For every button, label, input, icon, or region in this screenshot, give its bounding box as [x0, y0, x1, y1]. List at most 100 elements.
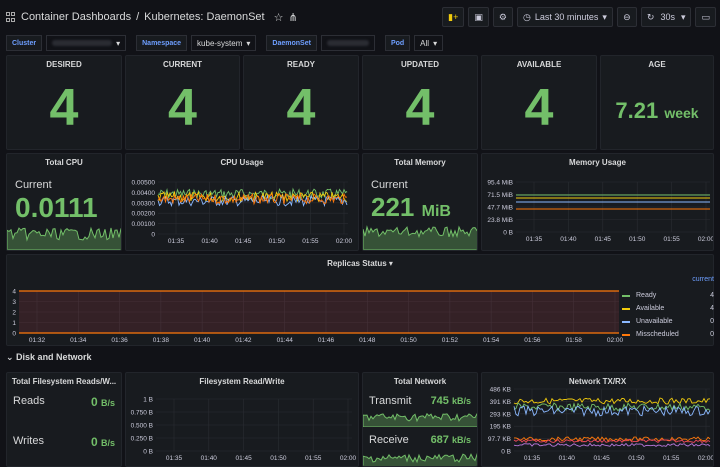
- pod-select[interactable]: All ▾: [414, 35, 444, 51]
- chevron-down-icon: ▾: [433, 38, 438, 48]
- panel-title: DESIRED: [46, 60, 82, 69]
- namespace-select[interactable]: kube-system ▾: [191, 35, 257, 51]
- legend-item[interactable]: Misscheduled 0: [622, 328, 714, 341]
- reads-display: 0 B/s: [91, 395, 115, 409]
- receive-label: Receive: [369, 434, 409, 446]
- chevron-down-icon: ▾: [246, 38, 251, 48]
- replicas-x-tick: 01:58: [566, 337, 583, 344]
- current-value: 4: [168, 79, 197, 137]
- legend-name: Unavailable: [636, 318, 673, 325]
- panel-title: UPDATED: [400, 60, 440, 69]
- total-memory-panel[interactable]: Total Memory Current 221 MiB: [362, 153, 478, 251]
- fs-x-tick: 01:55: [305, 455, 322, 462]
- panel-title: Total Network: [393, 377, 447, 386]
- total-network-panel[interactable]: Total Network Transmit 745 kB/s Receive …: [362, 372, 478, 467]
- breadcrumb-parent[interactable]: Container Dashboards: [21, 11, 132, 23]
- disk-network-row-header[interactable]: ⌄ Disk and Network: [6, 352, 92, 363]
- save-icon: ▣: [474, 11, 483, 22]
- clock-icon: ◷: [522, 11, 531, 22]
- legend-item[interactable]: Ready 4: [622, 289, 714, 302]
- network-series-line: [513, 397, 711, 405]
- fs-x-tick: 01:45: [235, 455, 252, 462]
- share-icon[interactable]: ⋔: [288, 11, 298, 24]
- legend-value: 4: [710, 292, 714, 299]
- daemonset-value-redacted: [326, 40, 369, 46]
- zoom-out-button[interactable]: ⊖: [616, 7, 637, 27]
- tv-mode-button[interactable]: ▭: [695, 7, 716, 27]
- monitor-icon: ▭: [701, 11, 710, 22]
- legend-item[interactable]: Unavailable 0: [622, 315, 714, 328]
- replicas-x-tick: 01:42: [235, 337, 252, 344]
- receive-display: 687 kB/s: [431, 434, 471, 446]
- replicas-x-tick: 02:00: [607, 337, 623, 344]
- total-memory-value: 221: [371, 192, 415, 222]
- age-unit: week: [664, 105, 699, 121]
- cpu-x-tick: 01:45: [235, 238, 252, 245]
- panel-title: Total CPU: [45, 158, 83, 167]
- network-txrx-panel[interactable]: Network TX/RX 486 KB 391 KB 293 KB 195 KB 97…: [481, 372, 714, 467]
- cpu-usage-panel[interactable]: CPU Usage 0.00500 0.00400 0.00300 0.00200 0.…: [125, 153, 359, 251]
- network-series-line: [513, 442, 711, 448]
- chevron-down-icon: ▾: [680, 11, 686, 22]
- daemonset-select[interactable]: [320, 35, 375, 51]
- zoom-out-icon: ⊖: [623, 11, 631, 22]
- replicas-status-panel[interactable]: Replicas Status ▾ 4 3 2 1 0 01:32 01:34 01:36 01…: [6, 254, 714, 346]
- add-panel-icon: ▮+: [448, 11, 459, 22]
- current-label: Current: [371, 179, 408, 191]
- chevron-down-icon: ⌄: [6, 352, 17, 362]
- breadcrumb-separator: /: [136, 11, 140, 23]
- net-x-tick: 02:00: [698, 455, 714, 462]
- cpu-y-tick: 0: [151, 232, 155, 239]
- fs-y-tick: 0 B: [143, 449, 153, 456]
- memory-usage-panel[interactable]: Memory Usage 95.4 MiB 71.5 MiB 47.7 MiB 23.…: [481, 153, 714, 251]
- total-cpu-panel[interactable]: Total CPU Current 0.0111: [6, 153, 122, 251]
- fs-read-write-panel[interactable]: Filesystem Read/Write 1 B 0.750 B 0.500 B 0…: [125, 372, 359, 467]
- net-x-tick: 01:50: [628, 455, 645, 462]
- writes-value: 0: [90, 435, 98, 449]
- updated-value: 4: [405, 79, 435, 137]
- legend-value: 0: [710, 331, 714, 338]
- updated-panel[interactable]: UPDATED 4: [362, 55, 478, 150]
- replicas-x-tick: 01:56: [524, 337, 541, 344]
- add-panel-button[interactable]: ▮+: [442, 7, 465, 27]
- transmit-unit: kB/s: [451, 396, 471, 406]
- reads-label: Reads: [13, 395, 45, 407]
- legend-item[interactable]: Available 4: [622, 302, 714, 315]
- save-button[interactable]: ▣: [468, 7, 489, 27]
- ready-panel[interactable]: READY 4: [243, 55, 359, 150]
- cluster-select[interactable]: ▾: [46, 35, 127, 51]
- replicas-x-tick: 01:54: [483, 337, 500, 344]
- dashboards-grid-icon[interactable]: [6, 12, 16, 22]
- fs-read-write-chart: 1 B 0.750 B 0.500 B 0.250 B 0 B 01:35 01:40 01:…: [131, 397, 357, 463]
- writes-unit: B/s: [100, 438, 115, 448]
- cluster-label: Cluster: [6, 35, 43, 51]
- star-icon[interactable]: ☆: [273, 11, 284, 24]
- net-x-tick: 01:45: [593, 455, 610, 462]
- page-title[interactable]: Kubernetes: DaemonSet: [144, 11, 265, 23]
- replicas-x-tick: 01:52: [442, 337, 459, 344]
- panel-title: Network TX/RX: [568, 377, 627, 386]
- cpu-series-line: [157, 192, 348, 206]
- replicas-x-tick: 01:40: [194, 337, 211, 344]
- refresh-button[interactable]: ↻ 30s ▾: [640, 7, 692, 27]
- panel-title: CPU Usage: [220, 158, 264, 167]
- transmit-value: 745: [430, 395, 449, 407]
- settings-button[interactable]: ⚙: [492, 7, 513, 27]
- legend-value: 0: [710, 318, 714, 325]
- chevron-down-icon: ▾: [116, 38, 121, 48]
- panel-title[interactable]: Replicas Status ▾: [7, 259, 713, 268]
- receive-value: 687: [430, 434, 449, 446]
- available-panel[interactable]: AVAILABLE 4: [481, 55, 597, 150]
- desired-panel[interactable]: DESIRED 4: [6, 55, 122, 150]
- age-panel[interactable]: AGE 7.21 week: [600, 55, 714, 150]
- cpu-x-tick: 01:35: [168, 238, 185, 245]
- memory-usage-chart: 95.4 MiB 71.5 MiB 47.7 MiB 23.8 MiB 0 B 01:35…: [487, 180, 713, 244]
- fs-x-tick: 01:40: [201, 455, 218, 462]
- current-panel[interactable]: CURRENT 4: [125, 55, 240, 150]
- time-picker[interactable]: ◷ Last 30 minutes ▾: [516, 7, 613, 27]
- cpu-sparkline: [7, 226, 121, 250]
- fs-x-tick: 02:00: [340, 455, 357, 462]
- fs-y-tick: 0.250 B: [131, 436, 153, 443]
- legend-header[interactable]: current: [692, 276, 714, 283]
- fs-total-panel[interactable]: Total Filesystem Reads/W... Reads 0 B/s …: [6, 372, 122, 467]
